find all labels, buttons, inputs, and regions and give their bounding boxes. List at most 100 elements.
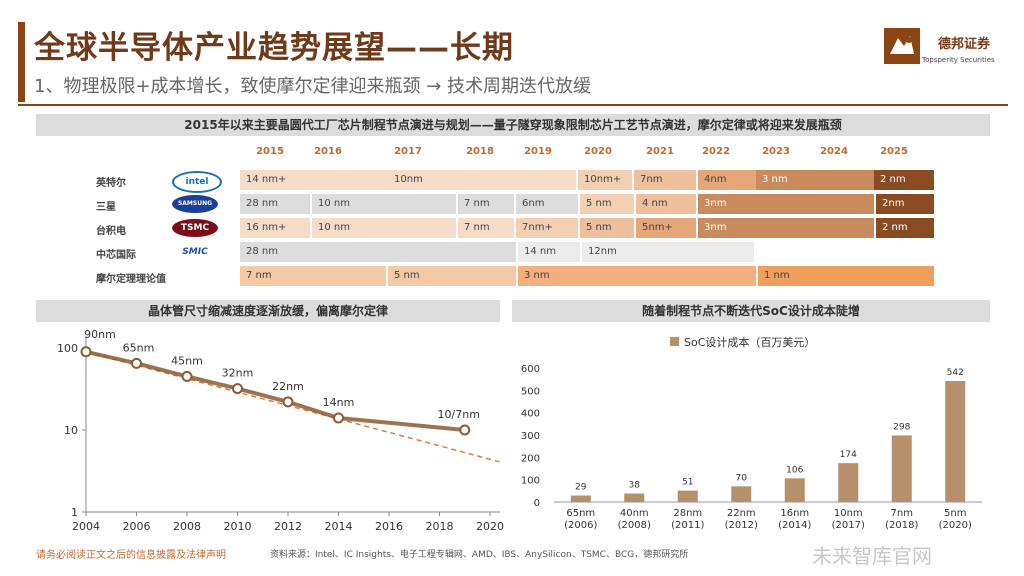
node-cell: 2 nm bbox=[876, 218, 934, 238]
row-label: 英特尔 bbox=[96, 178, 126, 189]
bar-value-label: 106 bbox=[786, 465, 803, 475]
row-label: 三星 bbox=[96, 202, 116, 213]
category-label: (2008) bbox=[618, 520, 651, 531]
category-label: (2018) bbox=[885, 520, 918, 531]
year-header: 2022 bbox=[702, 146, 730, 157]
node-cell: 1 nm bbox=[758, 266, 934, 286]
row-label: 中芯国际 bbox=[96, 250, 136, 261]
node-cell: 5nm+ bbox=[636, 218, 696, 238]
node-cell: 28 nm bbox=[240, 194, 310, 214]
legend-label: SoC设计成本（百万美元） bbox=[684, 335, 815, 349]
node-cell: 5 nm bbox=[580, 218, 634, 238]
category-label: (2017) bbox=[832, 520, 865, 531]
category-label: (2020) bbox=[939, 520, 972, 531]
title-divider bbox=[18, 104, 1008, 106]
brand-logo-icon: SAMSUNG bbox=[172, 195, 218, 213]
category-label: 22nm bbox=[727, 508, 756, 519]
node-cell: 7nm bbox=[634, 170, 696, 190]
node-cell: 6nm bbox=[516, 194, 578, 214]
data-label: 10/7nm bbox=[438, 408, 480, 421]
y-tick-label: 600 bbox=[521, 364, 540, 375]
node-cell: 5 nm bbox=[580, 194, 634, 214]
y-tick-label: 100 bbox=[57, 342, 78, 355]
bar bbox=[731, 486, 752, 502]
category-label: 65nm bbox=[566, 508, 595, 519]
y-tick-label: 100 bbox=[521, 476, 540, 487]
category-label: (2014) bbox=[778, 520, 811, 531]
node-cell: 4 nm bbox=[636, 194, 696, 214]
node-cell: 10 nm bbox=[312, 218, 456, 238]
y-tick-label: 1 bbox=[71, 506, 78, 519]
x-tick-label: 2012 bbox=[274, 520, 302, 533]
node-cell: 3nm bbox=[698, 194, 874, 214]
brand-logo-icon: SMIC bbox=[172, 243, 218, 261]
node-cell: 28 nm bbox=[240, 242, 516, 262]
watermark: 未来智库官网 bbox=[812, 544, 932, 568]
row-label: 摩尔定理理论值 bbox=[96, 274, 166, 285]
data-label: 45nm bbox=[171, 354, 203, 367]
year-header: 2015 bbox=[256, 146, 284, 157]
bar-value-label: 542 bbox=[947, 368, 964, 378]
node-cell: 4nm bbox=[698, 170, 756, 190]
bar bbox=[624, 493, 645, 502]
year-header: 2019 bbox=[524, 146, 552, 157]
node-cell: 16 nm+ bbox=[240, 218, 310, 238]
data-point bbox=[459, 424, 471, 436]
category-label: 28nm bbox=[673, 508, 702, 519]
node-cell: 7 nm bbox=[240, 266, 386, 286]
company-logo-icon bbox=[884, 28, 920, 64]
year-header: 2021 bbox=[646, 146, 674, 157]
bar-value-label: 70 bbox=[736, 473, 748, 483]
year-header: 2020 bbox=[584, 146, 612, 157]
soc-cost-bar-chart: SoC设计成本（百万美元）01002003004005006002965nm(2… bbox=[521, 335, 982, 531]
bar bbox=[784, 478, 805, 502]
y-tick-label: 300 bbox=[521, 431, 540, 442]
brand-logo-icon: intel bbox=[172, 171, 222, 193]
node-cell: 14 nm+ bbox=[240, 170, 388, 190]
node-cell: 10 nm bbox=[312, 194, 456, 214]
title-accent-bar bbox=[18, 22, 25, 102]
x-tick-label: 2010 bbox=[224, 520, 252, 533]
node-cell: 7 nm bbox=[458, 194, 514, 214]
bar bbox=[570, 495, 591, 502]
category-label: 40nm bbox=[620, 508, 649, 519]
company-name: 德邦证券 bbox=[938, 37, 991, 52]
data-label: 14nm bbox=[323, 396, 355, 409]
y-tick-label: 500 bbox=[521, 386, 540, 397]
brand-logo-icon: TSMC bbox=[172, 219, 218, 237]
data-point bbox=[333, 412, 344, 424]
y-tick-label: 0 bbox=[534, 498, 540, 509]
x-tick-label: 2004 bbox=[72, 520, 100, 533]
data-point bbox=[80, 346, 92, 358]
node-cell: 2 nm bbox=[874, 170, 934, 190]
node-cell: 14 nm bbox=[518, 242, 580, 262]
category-label: (2011) bbox=[671, 520, 704, 531]
node-cell: 12nm bbox=[582, 242, 754, 262]
data-point bbox=[131, 357, 142, 369]
node-cell: 5 nm bbox=[388, 266, 516, 286]
node-cell: 3 nm bbox=[518, 266, 756, 286]
category-label: 16nm bbox=[780, 508, 809, 519]
x-tick-label: 2020 bbox=[476, 520, 504, 533]
page-title: 全球半导体产业趋势展望——长期 bbox=[34, 30, 514, 66]
bar-value-label: 29 bbox=[575, 483, 587, 493]
disclaimer-link[interactable]: 请务必阅读正文之后的信息披露及法律声明 bbox=[36, 550, 226, 561]
category-label: 10nm bbox=[834, 508, 863, 519]
data-point bbox=[232, 383, 243, 395]
category-label: 5nm bbox=[944, 508, 966, 519]
page-subtitle: 1、物理极限+成本增长，致使摩尔定律迎来瓶颈 → 技术周期迭代放缓 bbox=[34, 76, 592, 97]
y-tick-label: 400 bbox=[521, 409, 540, 420]
data-label: 22nm bbox=[272, 380, 304, 393]
node-cell: 7nm+ bbox=[516, 218, 578, 238]
bar-value-label: 174 bbox=[840, 450, 857, 460]
node-cell: 10nm+ bbox=[578, 170, 632, 190]
y-tick-label: 10 bbox=[64, 424, 78, 437]
data-label: 90nm bbox=[84, 328, 116, 341]
category-label: 7nm bbox=[891, 508, 913, 519]
node-cell: 3nm bbox=[698, 218, 874, 238]
x-tick-label: 2008 bbox=[173, 520, 201, 533]
bar-value-label: 38 bbox=[629, 481, 641, 491]
bar-value-label: 298 bbox=[893, 422, 910, 432]
x-tick-label: 2016 bbox=[375, 520, 403, 533]
